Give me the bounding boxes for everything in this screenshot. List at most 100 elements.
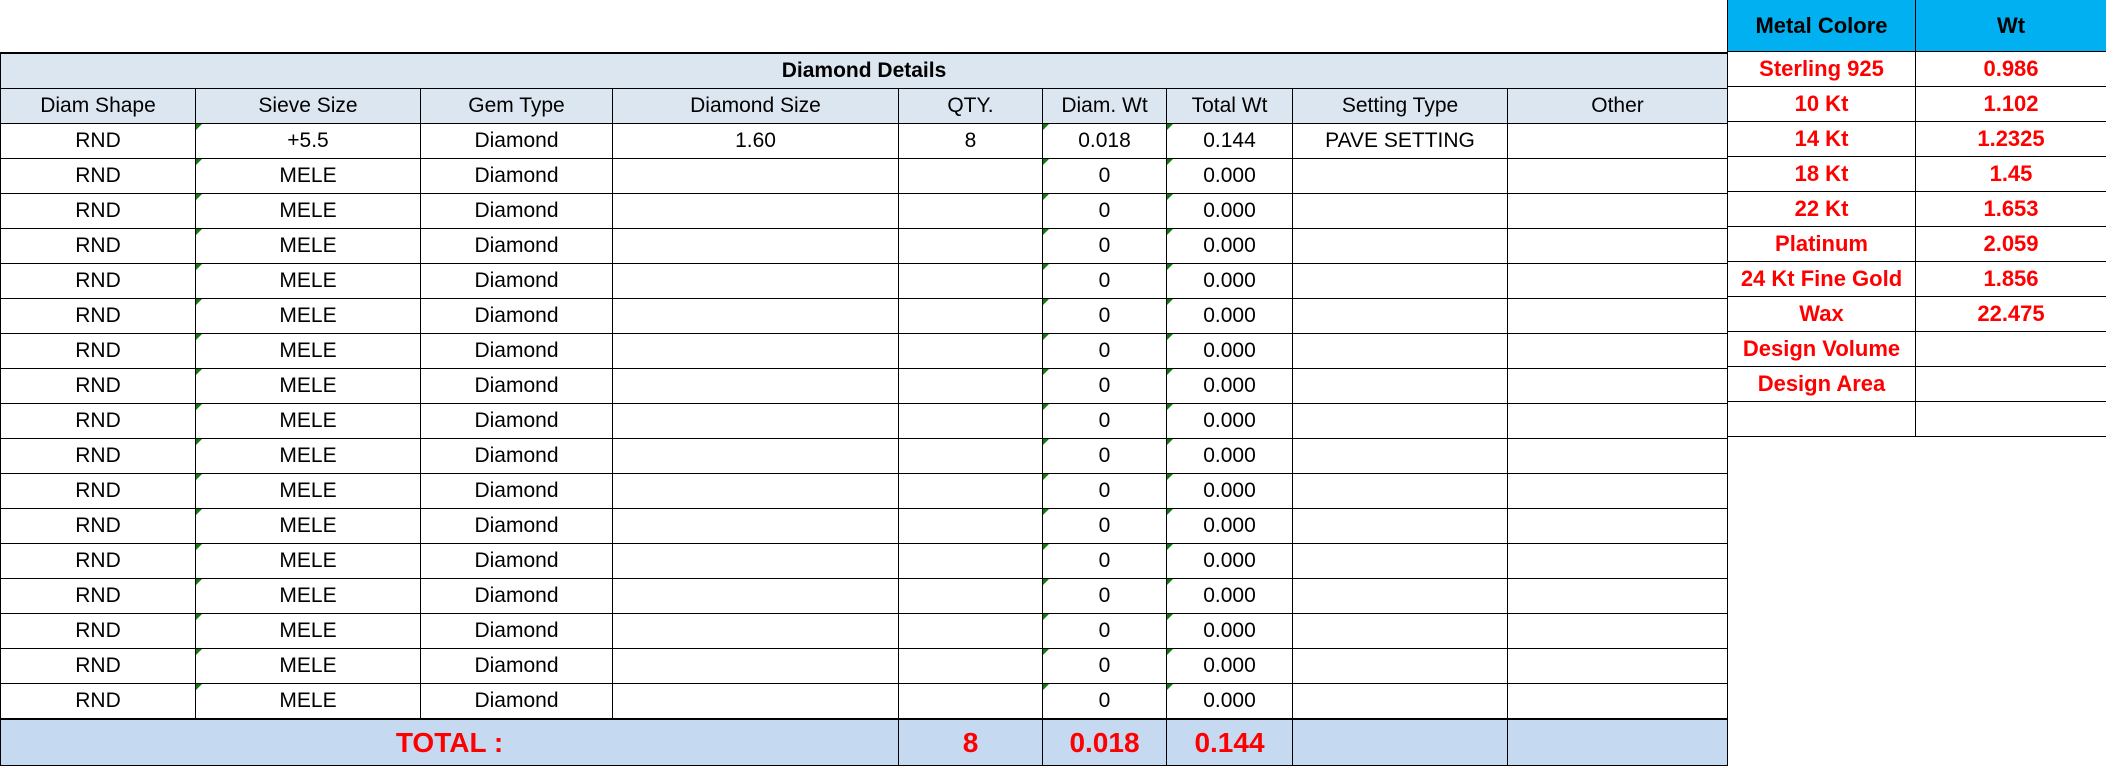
column-header[interactable]: Diamond Size [613,89,899,124]
cell-total-wt[interactable]: 0.000 [1167,579,1293,614]
metal-name[interactable]: Wax [1728,297,1916,332]
cell-sieve-size[interactable]: MELE [196,264,421,299]
cell-gem-type[interactable]: Diamond [421,229,613,264]
cell-total-wt[interactable]: 0.000 [1167,684,1293,720]
cell-qty[interactable] [899,194,1043,229]
cell-diam-shape[interactable]: RND [1,159,196,194]
cell-diam-shape[interactable]: RND [1,124,196,159]
total-other-empty[interactable] [1508,719,1728,766]
cell-sieve-size[interactable]: MELE [196,299,421,334]
cell-diam-shape[interactable]: RND [1,264,196,299]
cell-setting-type[interactable] [1293,334,1508,369]
metal-name[interactable]: 10 Kt [1728,87,1916,122]
cell-setting-type[interactable] [1293,649,1508,684]
cell-sieve-size[interactable]: MELE [196,649,421,684]
cell-setting-type[interactable] [1293,159,1508,194]
cell-other[interactable] [1508,614,1728,649]
cell-total-wt[interactable]: 0.000 [1167,299,1293,334]
cell-total-wt[interactable]: 0.144 [1167,124,1293,159]
metal-weight[interactable]: 22.475 [1916,297,2106,332]
cell-qty[interactable] [899,369,1043,404]
cell-total-wt[interactable]: 0.000 [1167,369,1293,404]
cell-total-wt[interactable]: 0.000 [1167,544,1293,579]
cell-sieve-size[interactable]: MELE [196,194,421,229]
cell-diam-shape[interactable]: RND [1,334,196,369]
cell-setting-type[interactable] [1293,264,1508,299]
cell-other[interactable] [1508,404,1728,439]
cell-diam-shape[interactable]: RND [1,404,196,439]
cell-total-wt[interactable]: 0.000 [1167,649,1293,684]
cell-sieve-size[interactable]: MELE [196,579,421,614]
cell-diam-shape[interactable]: RND [1,544,196,579]
cell-qty[interactable] [899,264,1043,299]
cell-diam-shape[interactable]: RND [1,614,196,649]
cell-total-wt[interactable]: 0.000 [1167,159,1293,194]
column-header[interactable]: Other [1508,89,1728,124]
cell-setting-type[interactable] [1293,614,1508,649]
cell-gem-type[interactable]: Diamond [421,439,613,474]
cell-other[interactable] [1508,334,1728,369]
cell-total-wt[interactable]: 0.000 [1167,509,1293,544]
cell-sieve-size[interactable]: MELE [196,614,421,649]
cell-setting-type[interactable] [1293,684,1508,720]
cell-gem-type[interactable]: Diamond [421,194,613,229]
cell-other[interactable] [1508,579,1728,614]
cell-total-wt[interactable]: 0.000 [1167,334,1293,369]
cell-other[interactable] [1508,649,1728,684]
cell-sieve-size[interactable]: MELE [196,474,421,509]
metal-weight[interactable] [1916,402,2106,437]
cell-diamond-size[interactable] [613,509,899,544]
metal-weight[interactable]: 0.986 [1916,52,2106,87]
cell-gem-type[interactable]: Diamond [421,299,613,334]
metal-name[interactable]: 22 Kt [1728,192,1916,227]
cell-diam-wt[interactable]: 0 [1043,264,1167,299]
cell-sieve-size[interactable]: MELE [196,439,421,474]
cell-sieve-size[interactable]: MELE [196,159,421,194]
cell-total-wt[interactable]: 0.000 [1167,474,1293,509]
cell-qty[interactable] [899,579,1043,614]
metal-weight[interactable]: 1.653 [1916,192,2106,227]
cell-qty[interactable] [899,299,1043,334]
cell-qty[interactable] [899,439,1043,474]
cell-diam-wt[interactable]: 0.018 [1043,124,1167,159]
cell-diamond-size[interactable] [613,404,899,439]
cell-diam-shape[interactable]: RND [1,649,196,684]
cell-diam-wt[interactable]: 0 [1043,579,1167,614]
cell-diam-shape[interactable]: RND [1,474,196,509]
total-diam-wt[interactable]: 0.018 [1043,719,1167,766]
cell-qty[interactable] [899,544,1043,579]
cell-qty[interactable] [899,614,1043,649]
cell-sieve-size[interactable]: MELE [196,684,421,720]
cell-qty[interactable] [899,684,1043,720]
cell-diamond-size[interactable] [613,439,899,474]
cell-other[interactable] [1508,124,1728,159]
metal-weight[interactable]: 1.856 [1916,262,2106,297]
cell-diam-shape[interactable]: RND [1,684,196,720]
metal-weight[interactable]: 1.45 [1916,157,2106,192]
cell-diam-wt[interactable]: 0 [1043,509,1167,544]
cell-diam-wt[interactable]: 0 [1043,194,1167,229]
cell-gem-type[interactable]: Diamond [421,334,613,369]
cell-diamond-size[interactable] [613,194,899,229]
cell-diamond-size[interactable] [613,264,899,299]
column-header[interactable]: Gem Type [421,89,613,124]
cell-other[interactable] [1508,229,1728,264]
cell-diam-wt[interactable]: 0 [1043,614,1167,649]
cell-other[interactable] [1508,684,1728,720]
metal-name[interactable] [1728,402,1916,437]
cell-diam-wt[interactable]: 0 [1043,474,1167,509]
cell-diamond-size[interactable] [613,684,899,720]
cell-qty[interactable] [899,404,1043,439]
cell-sieve-size[interactable]: MELE [196,544,421,579]
cell-total-wt[interactable]: 0.000 [1167,194,1293,229]
cell-other[interactable] [1508,369,1728,404]
cell-other[interactable] [1508,509,1728,544]
cell-diam-wt[interactable]: 0 [1043,404,1167,439]
cell-diamond-size[interactable] [613,649,899,684]
cell-diam-shape[interactable]: RND [1,229,196,264]
cell-qty[interactable] [899,474,1043,509]
cell-total-wt[interactable]: 0.000 [1167,614,1293,649]
cell-diam-wt[interactable]: 0 [1043,649,1167,684]
metal-name[interactable]: 14 Kt [1728,122,1916,157]
cell-sieve-size[interactable]: +5.5 [196,124,421,159]
